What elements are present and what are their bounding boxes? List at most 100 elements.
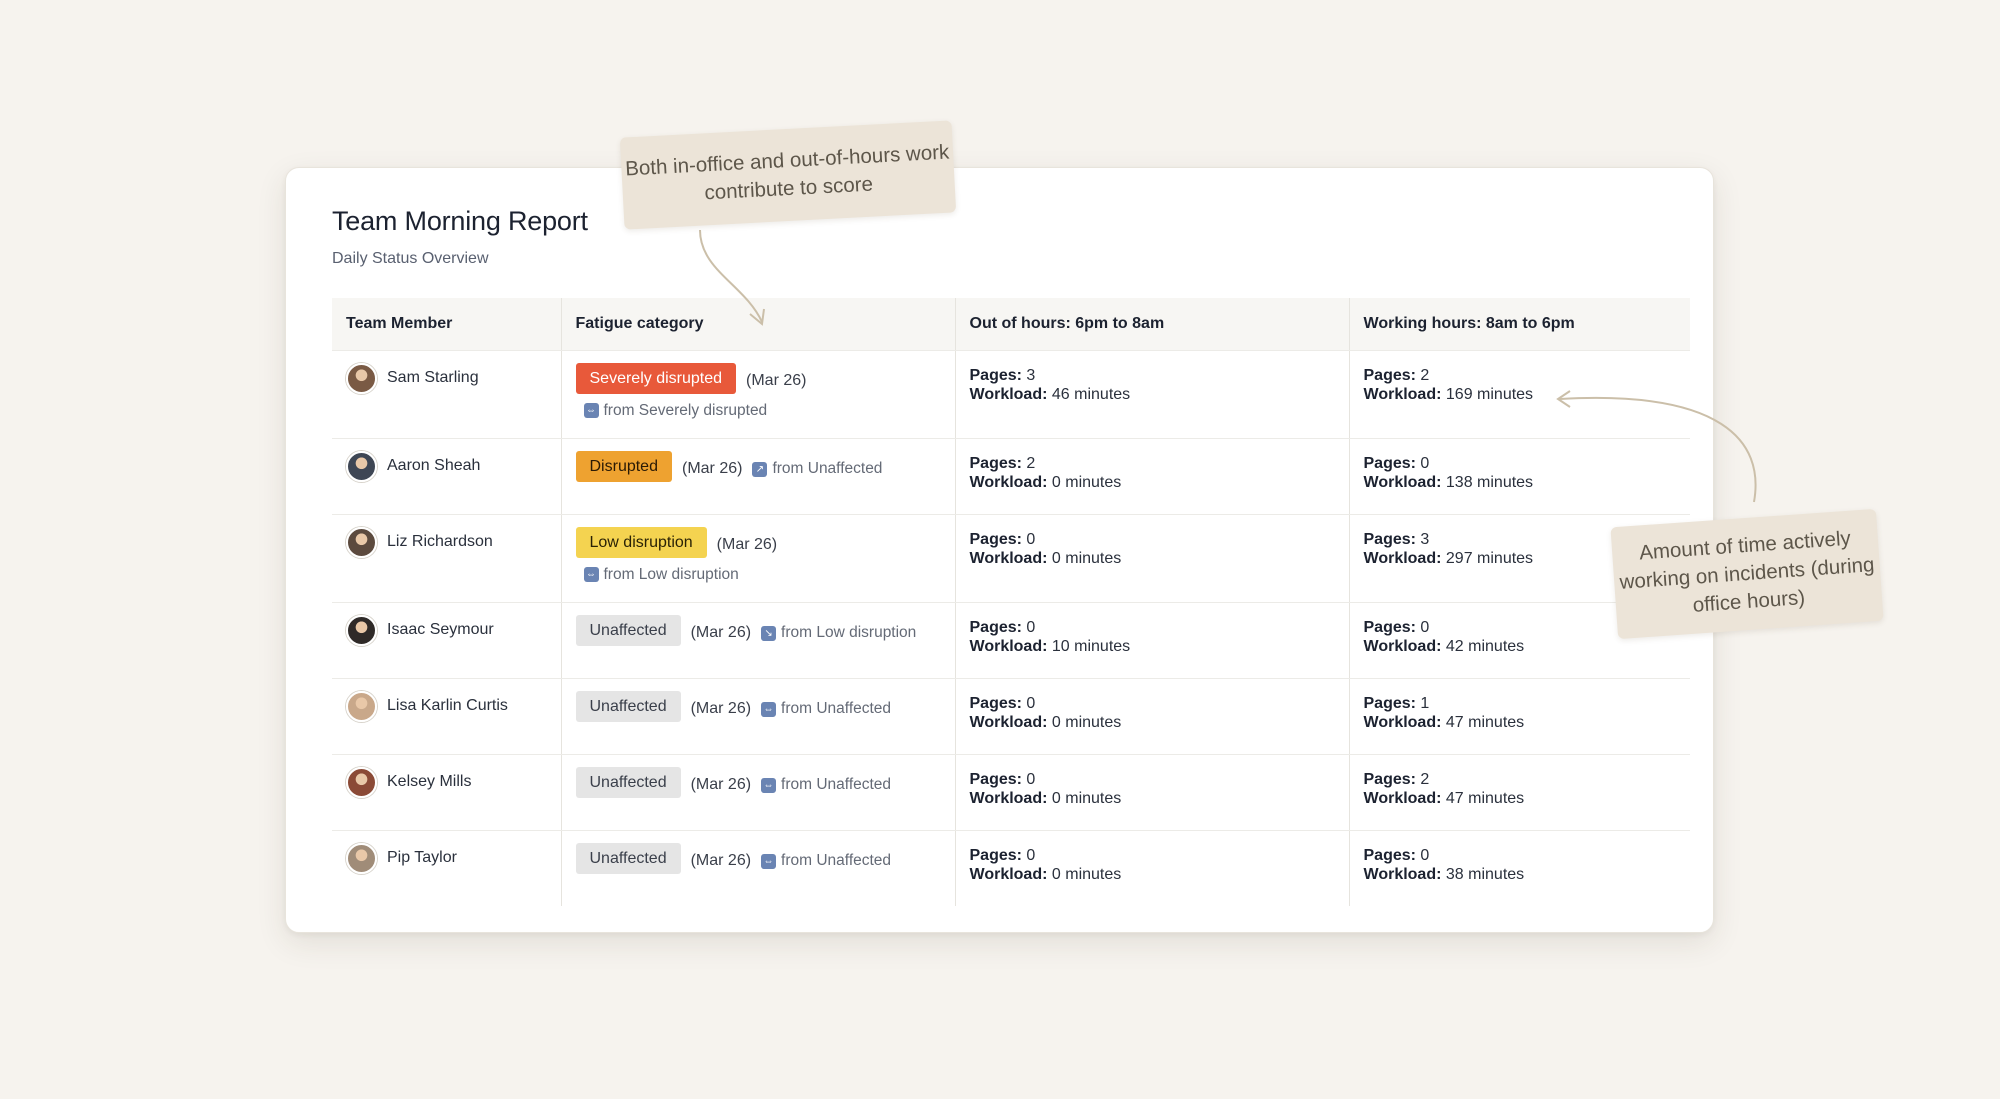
member-name[interactable]: Kelsey Mills [387,773,472,790]
team-member[interactable]: Pip Taylor [346,842,547,874]
team-member[interactable]: Liz Richardson [346,526,547,558]
avatar [346,614,377,646]
pages-label: Pages: [1363,770,1416,788]
avatar [346,362,377,394]
fatigue-badge: Disrupted [575,450,672,482]
wh-workload: Workload: 47 minutes [1364,787,1677,811]
wh-pages: Pages: 1 [1364,692,1677,716]
member-name[interactable]: Isaac Seymour [387,621,494,638]
member-cell: Liz Richardson [332,514,562,603]
table-row[interactable]: Isaac Seymour Unaffected (Mar 26) ↘ from… [332,602,1690,679]
member-name[interactable]: Pip Taylor [387,849,457,866]
fatigue-date: (Mar 26) [746,372,807,389]
fatigue-change-text: from Unaffected [772,460,883,477]
ooh-workload-value: 0 minutes [1051,713,1122,731]
wh-pages-value: 2 [1420,770,1430,788]
fatigue-change: ↘ from Low disruption [761,624,916,642]
workload-label: Workload: [969,789,1048,807]
table-row[interactable]: Kelsey Mills Unaffected (Mar 26) ⇔ from … [332,754,1690,831]
workload-label: Workload: [1363,789,1442,807]
wh-pages-value: 2 [1420,366,1430,384]
ooh-pages: Pages: 3 [970,364,1335,388]
column-header-out-of-hours[interactable]: Out of hours: 6pm to 8am [955,298,1350,351]
working-hours-cell: Pages: 2 Workload: 47 minutes [1349,754,1690,831]
fatigue-date: (Mar 26) [690,776,752,793]
ooh-workload: Workload: 10 minutes [970,635,1335,659]
ooh-workload: Workload: 0 minutes [970,471,1335,495]
workload-label: Workload: [1363,865,1442,883]
fatigue-change-text: from Low disruption [781,624,917,641]
page-title: Team Morning Report [332,206,588,236]
wh-pages: Pages: 0 [1364,616,1677,640]
wh-workload: Workload: 38 minutes [1364,863,1677,887]
fatigue-cell: Severely disrupted (Mar 26) ⇔ from Sever… [561,350,956,439]
wh-pages-value: 1 [1420,694,1430,712]
workload-label: Workload: [1363,473,1442,491]
fatigue-badge: Low disruption [575,526,707,558]
table-row[interactable]: Aaron Sheah Disrupted (Mar 26) ↗ from Un… [332,438,1690,515]
working-hours-cell: Pages: 1 Workload: 47 minutes [1349,678,1690,755]
trend-icon: ↗ [752,461,768,477]
table-row[interactable]: Pip Taylor Unaffected (Mar 26) ⇔ from Un… [332,830,1690,906]
ooh-workload: Workload: 0 minutes [970,863,1335,887]
column-header-fatigue[interactable]: Fatigue category [561,298,956,351]
member-name[interactable]: Aaron Sheah [387,457,481,474]
fatigue-cell: Disrupted (Mar 26) ↗ from Unaffected [561,438,956,515]
member-name[interactable]: Lisa Karlin Curtis [387,697,508,714]
out-of-hours-cell: Pages: 3 Workload: 46 minutes [955,350,1350,439]
out-of-hours-cell: Pages: 2 Workload: 0 minutes [955,438,1350,515]
ooh-pages-value: 0 [1026,530,1036,548]
pages-label: Pages: [1363,366,1416,384]
fatigue-change: ⇔ from Severely disrupted [583,401,941,420]
fatigue-cell: Unaffected (Mar 26) ⇔ from Unaffected [561,678,956,755]
wh-pages-value: 3 [1420,530,1430,548]
fatigue-line: Low disruption (Mar 26) [575,526,941,558]
wh-workload: Workload: 138 minutes [1364,471,1677,495]
column-header-member[interactable]: Team Member [332,298,562,351]
wh-pages: Pages: 2 [1364,768,1677,792]
out-of-hours-cell: Pages: 0 Workload: 0 minutes [955,754,1350,831]
fatigue-change-text: from Severely disrupted [603,401,768,419]
fatigue-date: (Mar 26) [690,852,752,869]
avatar [346,842,377,874]
fatigue-date: (Mar 26) [690,700,752,717]
ooh-pages-value: 0 [1026,770,1036,788]
fatigue-badge: Severely disrupted [575,362,737,394]
member-name[interactable]: Sam Starling [387,369,479,386]
table-row[interactable]: Sam Starling Severely disrupted (Mar 26)… [332,350,1690,439]
ooh-workload: Workload: 0 minutes [970,547,1335,571]
table-row[interactable]: Lisa Karlin Curtis Unaffected (Mar 26) ⇔… [332,678,1690,755]
team-member[interactable]: Aaron Sheah [346,450,547,482]
ooh-workload-value: 0 minutes [1051,549,1122,567]
team-member[interactable]: Kelsey Mills [346,766,547,798]
team-member[interactable]: Lisa Karlin Curtis [346,690,547,722]
team-member[interactable]: Isaac Seymour [346,614,547,646]
table-row[interactable]: Liz Richardson Low disruption (Mar 26) ⇔… [332,514,1690,603]
column-header-working-hours[interactable]: Working hours: 8am to 6pm [1349,298,1690,351]
wh-pages: Pages: 3 [1364,528,1677,552]
fatigue-cell: Low disruption (Mar 26) ⇔ from Low disru… [561,514,956,603]
fatigue-change-text: from Unaffected [781,852,892,869]
wh-pages-value: 0 [1420,454,1430,472]
member-name[interactable]: Liz Richardson [387,533,493,550]
wh-pages: Pages: 0 [1364,844,1677,868]
wh-workload: Workload: 47 minutes [1364,711,1677,735]
fatigue-line: Severely disrupted (Mar 26) [575,362,941,394]
fatigue-date: (Mar 26) [716,536,778,553]
wh-pages: Pages: 2 [1364,364,1677,388]
avatar [346,526,377,558]
fatigue-change-text: from Low disruption [603,565,739,583]
ooh-pages-value: 0 [1026,618,1036,636]
ooh-workload-value: 0 minutes [1051,865,1122,883]
trend-icon: ⇔ [761,701,777,717]
avatar [346,450,377,482]
wh-pages: Pages: 0 [1364,452,1677,476]
team-member[interactable]: Sam Starling [346,362,547,394]
pages-label: Pages: [969,770,1022,788]
ooh-workload-value: 0 minutes [1051,789,1122,807]
ooh-workload-value: 10 minutes [1051,637,1131,655]
fatigue-line: Unaffected (Mar 26) ↘ from Low disruptio… [575,614,941,646]
report-card: Team Morning Report Daily Status Overvie… [285,167,1714,933]
ooh-pages: Pages: 2 [970,452,1335,476]
member-cell: Isaac Seymour [332,602,562,679]
